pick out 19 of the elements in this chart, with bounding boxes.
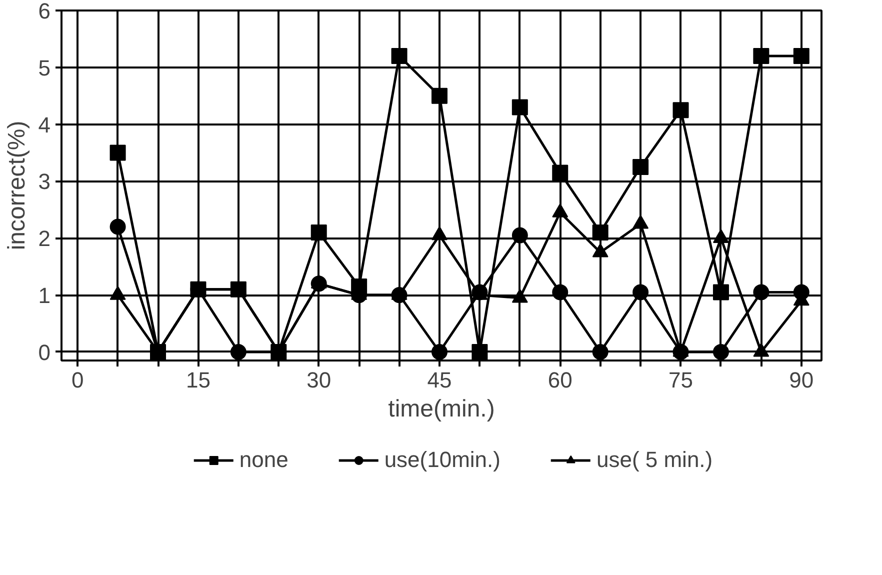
x-tick-label: 15: [186, 368, 210, 392]
legend-label: none: [239, 447, 288, 473]
legend-label: use(10min.): [384, 447, 500, 473]
y-tick-label: 5: [38, 55, 51, 80]
x-tick-label: 0: [71, 368, 84, 392]
x-tick-label: 60: [548, 368, 572, 392]
legend-label: use( 5 min.): [596, 447, 713, 473]
x-tick-label: 90: [789, 368, 814, 392]
x-tick-label: 45: [427, 368, 452, 392]
y-tick-label: 3: [38, 169, 51, 194]
y-tick-label: 2: [38, 226, 51, 252]
y-tick-label: 6: [38, 0, 51, 24]
x-tick-label: 30: [306, 368, 332, 392]
y-tick-label: 0: [38, 340, 51, 365]
x-tick-label: 75: [668, 368, 694, 392]
y-axis-title: incorrect(%): [3, 120, 30, 250]
x-axis-title: time(min.): [388, 396, 495, 422]
y-tick-label: 1: [38, 283, 51, 308]
y-tick-label: 4: [38, 112, 51, 138]
